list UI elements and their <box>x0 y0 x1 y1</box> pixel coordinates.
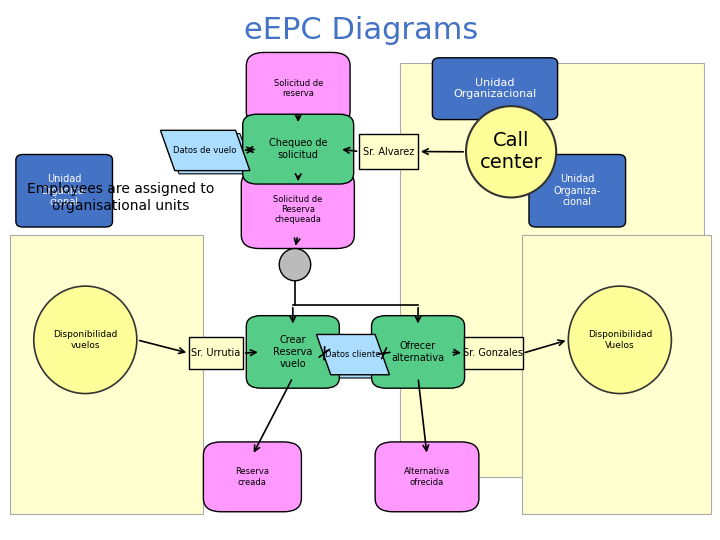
Text: Datos de vuelo: Datos de vuelo <box>174 146 237 155</box>
FancyBboxPatch shape <box>433 58 557 119</box>
Text: Call
center: Call center <box>480 131 542 172</box>
FancyBboxPatch shape <box>522 235 711 515</box>
FancyBboxPatch shape <box>16 154 112 227</box>
FancyBboxPatch shape <box>529 154 626 227</box>
Text: Solicitud de
reserva: Solicitud de reserva <box>274 79 323 98</box>
FancyBboxPatch shape <box>400 63 704 477</box>
FancyBboxPatch shape <box>243 114 354 184</box>
Text: Sr. Alvarez: Sr. Alvarez <box>363 146 414 157</box>
FancyBboxPatch shape <box>359 134 418 169</box>
Text: Unidad
Organiza-
cional: Unidad Organiza- cional <box>40 174 88 207</box>
FancyBboxPatch shape <box>464 337 523 369</box>
Text: eEPC Diagrams: eEPC Diagrams <box>243 16 478 45</box>
FancyBboxPatch shape <box>375 442 479 512</box>
Text: Sr. Gonzales: Sr. Gonzales <box>463 348 523 358</box>
Text: Sr. Urrutia: Sr. Urrutia <box>192 348 240 358</box>
Text: Datos cliente: Datos cliente <box>325 350 381 359</box>
Text: Alternativa
ofrecida: Alternativa ofrecida <box>404 467 450 487</box>
Text: Reserva
creada: Reserva creada <box>235 467 269 487</box>
FancyBboxPatch shape <box>10 235 203 515</box>
FancyBboxPatch shape <box>203 442 302 512</box>
Polygon shape <box>165 133 254 174</box>
Text: Disponibilidad
vuelos: Disponibilidad vuelos <box>53 330 117 349</box>
Polygon shape <box>320 338 394 378</box>
FancyBboxPatch shape <box>372 316 464 388</box>
Ellipse shape <box>568 286 671 394</box>
Text: Chequeo de
solicitud: Chequeo de solicitud <box>269 138 328 160</box>
Ellipse shape <box>466 106 556 198</box>
Polygon shape <box>161 130 250 171</box>
FancyBboxPatch shape <box>246 316 339 388</box>
FancyBboxPatch shape <box>246 52 350 125</box>
FancyBboxPatch shape <box>189 337 243 369</box>
Text: Ofrecer
alternativa: Ofrecer alternativa <box>392 341 445 363</box>
Polygon shape <box>317 334 390 375</box>
Text: Solicitud de
Reserva
chequeada: Solicitud de Reserva chequeada <box>273 194 323 225</box>
Text: Unidad
Organizacional: Unidad Organizacional <box>454 78 536 99</box>
Text: Employees are assigned to
organisational units: Employees are assigned to organisational… <box>27 183 215 213</box>
Text: Crear
Reserva
vuelo: Crear Reserva vuelo <box>273 335 312 368</box>
Ellipse shape <box>34 286 137 394</box>
Text: Disponibilidad
Vuelos: Disponibilidad Vuelos <box>588 330 652 349</box>
FancyBboxPatch shape <box>241 171 354 248</box>
Ellipse shape <box>279 248 311 281</box>
Text: Unidad
Organiza-
cional: Unidad Organiza- cional <box>554 174 601 207</box>
